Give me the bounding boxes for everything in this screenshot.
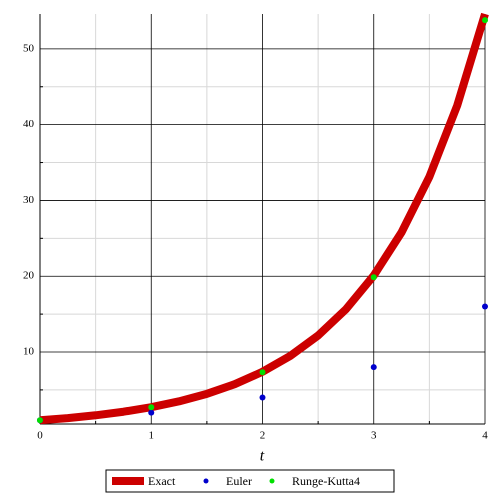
y-tick-label: 50 — [23, 42, 35, 54]
x-tick-label: 3 — [371, 430, 377, 442]
y-tick-label: 30 — [23, 194, 35, 206]
x-tick-label: 4 — [482, 430, 488, 442]
data-point — [482, 303, 488, 310]
x-axis-label: t — [260, 448, 265, 465]
legend-swatch — [203, 478, 209, 484]
data-point — [148, 409, 155, 416]
x-tick-label: 1 — [149, 430, 155, 442]
data-point — [482, 17, 488, 24]
y-tick-label: 20 — [23, 270, 35, 282]
data-point — [37, 417, 43, 424]
data-point — [259, 394, 266, 401]
data-point — [370, 274, 377, 281]
legend-label: Runge-Kutta4 — [292, 474, 360, 488]
data-point — [148, 404, 155, 411]
legend-label: Exact — [148, 474, 176, 488]
legend-swatch — [269, 478, 275, 484]
data-point — [259, 369, 266, 376]
data-point — [370, 364, 377, 371]
x-tick-label: 0 — [37, 430, 43, 442]
y-tick-label: 40 — [23, 118, 35, 130]
legend-label: Euler — [226, 474, 252, 488]
x-tick-label: 2 — [260, 430, 266, 442]
y-tick-label: 10 — [23, 346, 35, 358]
legend-box — [105, 469, 395, 493]
